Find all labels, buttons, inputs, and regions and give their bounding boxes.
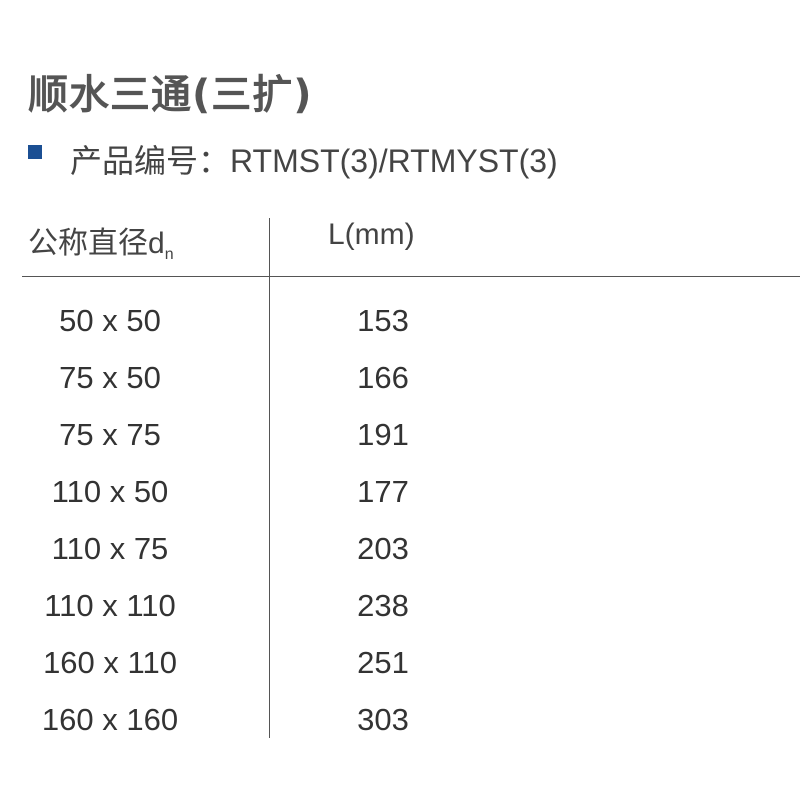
cell-dn: 110 x 75 xyxy=(51,531,169,566)
header-diameter-label: 公称直径d xyxy=(28,227,165,260)
page-title: 顺水三通(三扩) xyxy=(28,72,313,118)
cell-length: 166 xyxy=(357,360,409,395)
table-row: 110 x 75 203 xyxy=(0,519,800,576)
cell-length: 203 xyxy=(357,531,409,566)
table-row: 110 x 50 177 xyxy=(0,462,800,519)
bullet-square-icon xyxy=(28,145,42,159)
cell-dn: 110 x 50 xyxy=(51,474,169,509)
cell-dn: 160 x 160 xyxy=(41,702,179,737)
cell-length: 238 xyxy=(357,588,409,623)
cell-dn: 75 x 50 xyxy=(59,360,161,395)
header-divider xyxy=(22,276,800,277)
cell-dn: 50 x 50 xyxy=(59,303,161,338)
cell-length: 251 xyxy=(357,645,409,680)
cell-dn: 110 x 110 xyxy=(44,588,176,623)
column-divider xyxy=(269,218,270,738)
table-row: 160 x 160 303 xyxy=(0,690,800,747)
cell-length: 153 xyxy=(357,303,409,338)
header-diameter-subscript: n xyxy=(164,246,174,263)
table-row: 75 x 75 191 xyxy=(0,405,800,462)
cell-dn: 160 x 110 xyxy=(43,645,177,680)
header-length: L(mm) xyxy=(328,218,415,251)
cell-length: 177 xyxy=(357,474,409,509)
table-row: 50 x 50 153 xyxy=(0,291,800,348)
cell-length: 303 xyxy=(357,702,409,737)
table-row: 160 x 110 251 xyxy=(0,633,800,690)
product-code: 产品编号：RTMST(3)/RTMYST(3) xyxy=(70,143,558,179)
table-row: 75 x 50 166 xyxy=(0,348,800,405)
table-row: 110 x 110 238 xyxy=(0,576,800,633)
cell-length: 191 xyxy=(357,417,409,452)
cell-dn: 75 x 75 xyxy=(59,417,161,452)
header-diameter: 公称直径dn xyxy=(28,218,174,264)
